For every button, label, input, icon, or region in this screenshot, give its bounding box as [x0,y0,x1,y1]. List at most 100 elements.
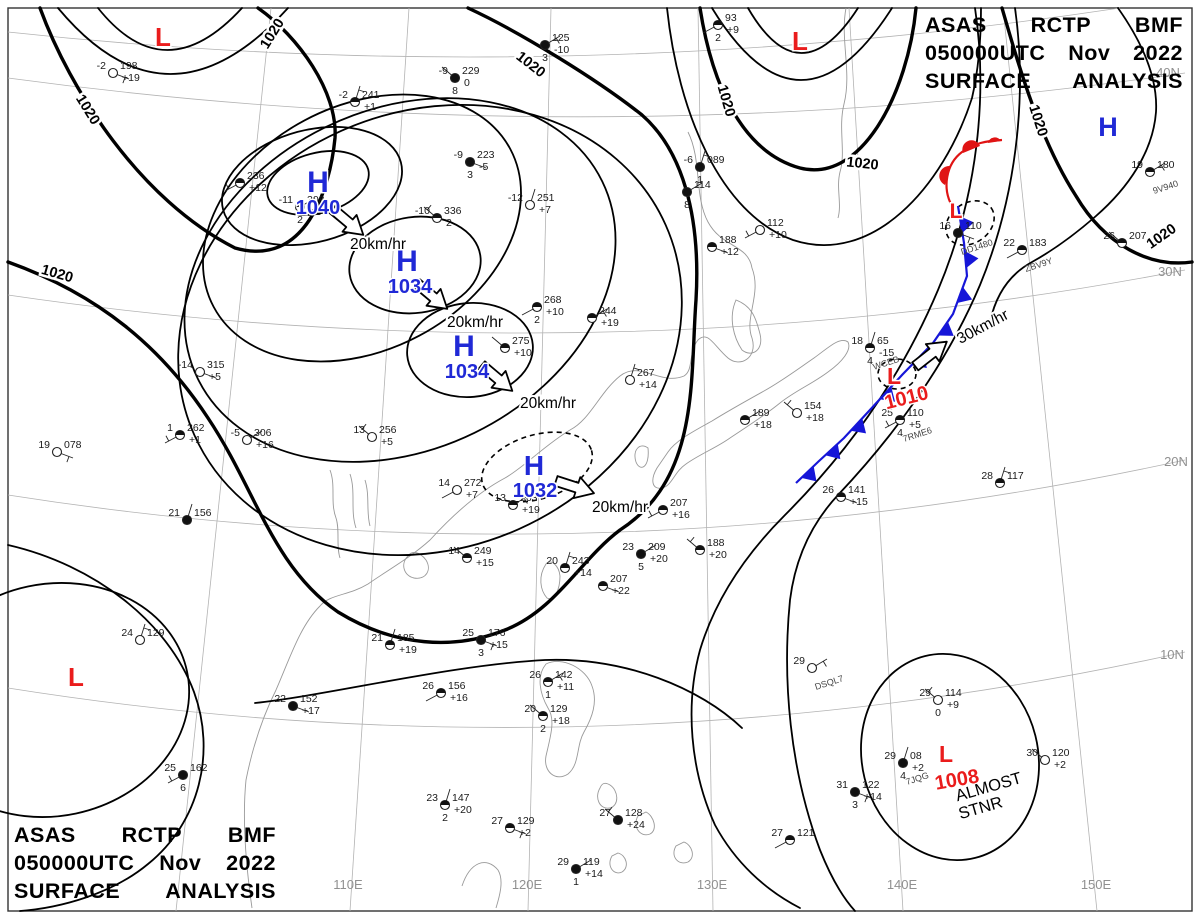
station-plot: 29 119+14 1 [557,856,603,888]
station-id: DD1480 [960,237,995,257]
station-value: +24 [627,819,645,831]
wind-barb-tick [745,230,750,237]
longitude-label: 130E [697,877,728,892]
station-plot: 23 147+20 2 [426,788,472,824]
station-value: 1 [573,876,579,888]
station-value: +19 [601,317,619,329]
station-value: +16 [256,439,274,451]
station-circle-half [508,500,518,505]
station-value: 315 [207,359,225,371]
station-value: 122 [862,779,880,791]
station-value: 262 [187,422,205,434]
station-circle [451,484,463,496]
isobar-ring [202,93,522,363]
station-value: 26 [529,669,541,681]
station-value: +18 [806,412,824,424]
wind-barb-tick [225,183,230,190]
wind-barb-tick [1003,470,1010,474]
station-circle-half [350,97,360,102]
station-value: 22 [1003,237,1015,249]
station-plot: 29 114+9 0 [919,686,962,719]
title-word: ANALYSIS [1072,69,1183,93]
station-value: 336 [444,205,462,217]
wind-barb-tick [1160,165,1165,171]
title-word: SURFACE [14,879,121,903]
station-value: 1 [697,174,703,186]
station-value: 141 [848,484,866,496]
wind-barb-tick [165,435,170,442]
station-value: -5 [231,427,240,439]
speed-label: 20km/hr [350,236,406,253]
station-value: 3 [542,52,548,64]
title-line-1: ASAS RCTP BMF [925,12,1183,39]
station-plot: 25 162 6 [164,762,207,794]
wind-barb-tick [361,423,367,430]
station-circle-half [785,835,795,840]
station-value: 0 [935,707,941,719]
station-value: 23 [426,792,438,804]
station-value: -15 [879,347,894,359]
station-value: 152 [300,693,318,705]
station-circle [107,67,119,79]
wind-barb-tick [426,204,432,211]
station-circle-half [436,688,446,693]
station-circle [952,227,964,239]
station-value: 93 [725,12,737,24]
station-value: 21 [168,507,180,519]
station-value: +15 [476,557,494,569]
station-value: 2 [297,214,303,226]
station-plot: 26 142+11 1 [529,669,574,701]
longitude-label: 110E [333,877,363,892]
isobar-ring-low-1008 [860,652,1040,862]
station-plot: 188+12 [706,234,739,258]
wind-barb-tick [607,806,613,813]
station-plot: 27 128+24 [599,806,645,831]
title-word: ASAS [14,823,76,847]
station-value: +7 [539,204,551,216]
station-plot: 125-10 3 [539,32,570,64]
isobar-ring [183,97,617,463]
title-word: ANALYSIS [165,879,276,903]
station-value: +14 [574,567,592,579]
title-word: 050000UTC [925,41,1046,65]
station-value: 3 [852,799,858,811]
station-plot: 14 272+7 [438,477,481,501]
station-value: -10 [415,205,430,217]
station-value: 209 [648,541,666,553]
station-value: +5 [381,436,393,448]
kyushu-coastline [634,445,649,468]
isobar-ring [177,103,683,557]
wind-barb-tick [358,89,365,93]
low-center-symbol: L [155,22,171,52]
station-value: 162 [190,762,208,774]
station-value: +2 [1054,759,1066,771]
station-value: 13 [353,424,365,436]
station-value: 243 [572,555,590,567]
station-circle [241,434,253,446]
station-value: 19 [38,439,50,451]
title-word: 2022 [226,851,276,875]
station-plot: 24 129 [121,623,165,646]
station-value: +10 [546,306,564,318]
station-value: 24 [121,627,133,639]
station-plot: -5 306+16 [231,427,274,451]
isobar [786,7,1021,912]
station-circle [754,224,766,236]
warm-front-semicircle [939,165,950,185]
station-value: 110 [907,407,924,419]
station-value: -12 [508,192,523,204]
station-value: 2 [446,217,452,229]
station-plot: -6 089 1 [684,150,725,186]
low-center-symbol: L [68,662,84,692]
station-value: 26 [422,680,434,692]
movement-arrows [328,204,948,500]
station-circle [51,446,63,458]
high-center-symbol: H [524,450,544,481]
wind-barb-tick [555,38,560,44]
station-value: 29 [919,687,931,699]
station-id: 7JQG [905,770,930,787]
station-value: 229 [462,65,480,77]
station-circle-half [995,478,1005,483]
